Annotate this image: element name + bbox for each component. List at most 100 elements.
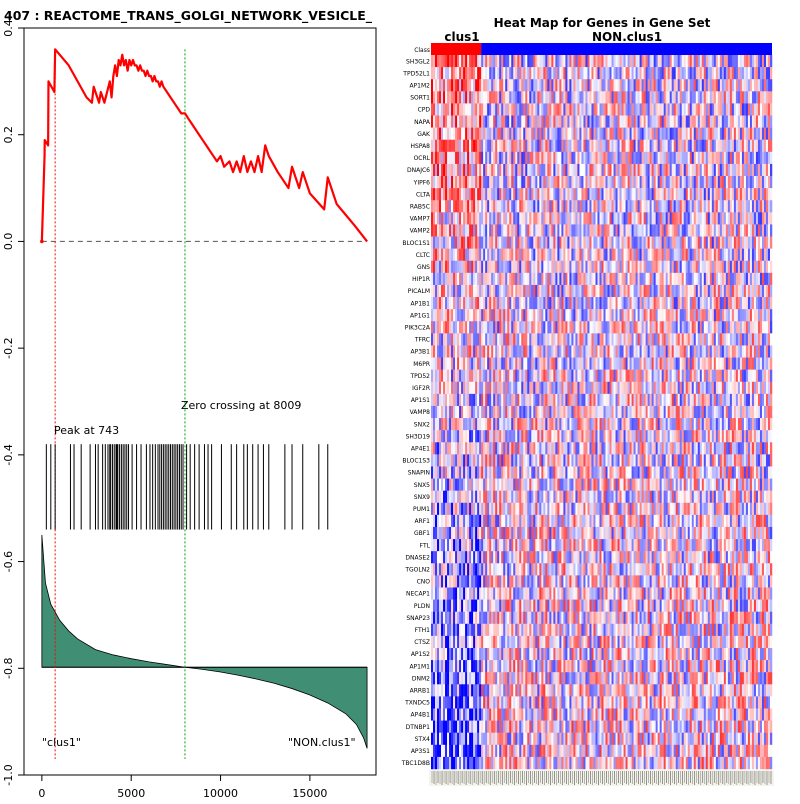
heatmap-cell bbox=[553, 600, 555, 612]
heatmap-cell bbox=[431, 708, 433, 720]
heatmap-cell bbox=[555, 309, 557, 321]
heatmap-cell bbox=[489, 479, 491, 491]
heatmap-cell bbox=[561, 612, 563, 624]
heatmap-cell bbox=[571, 188, 573, 200]
heatmap-cell bbox=[469, 370, 471, 382]
heatmap-cell bbox=[587, 503, 589, 515]
heatmap-cell bbox=[453, 79, 455, 91]
heatmap-cell bbox=[513, 696, 515, 708]
heatmap-cell bbox=[493, 418, 495, 430]
heatmap-cell bbox=[507, 128, 509, 140]
heatmap-cell bbox=[519, 358, 521, 370]
heatmap-cell bbox=[509, 285, 511, 297]
heatmap-cell bbox=[563, 128, 565, 140]
heatmap-cell bbox=[533, 551, 535, 563]
heatmap-cell bbox=[555, 152, 557, 164]
heatmap-cell bbox=[519, 660, 521, 672]
heatmap-cell bbox=[471, 91, 473, 103]
heatmap-cell bbox=[557, 345, 559, 357]
heatmap-cell bbox=[569, 491, 571, 503]
heatmap-cell bbox=[569, 696, 571, 708]
heatmap-cell bbox=[577, 479, 579, 491]
heatmap-cell bbox=[561, 140, 563, 152]
heatmap-cell bbox=[449, 466, 451, 478]
heatmap-cell bbox=[431, 491, 433, 503]
heatmap-cell bbox=[529, 67, 531, 79]
heatmap-cell bbox=[435, 479, 437, 491]
heatmap-cell bbox=[591, 708, 593, 720]
heatmap-cell bbox=[485, 491, 487, 503]
heatmap-cell bbox=[483, 466, 485, 478]
heatmap-cell bbox=[481, 140, 483, 152]
heatmap-cell bbox=[511, 515, 513, 527]
heatmap-cell bbox=[565, 394, 567, 406]
heatmap-cell bbox=[509, 140, 511, 152]
heatmap-cell bbox=[439, 563, 441, 575]
heatmap-cell bbox=[491, 515, 493, 527]
heatmap-cell bbox=[495, 527, 497, 539]
heatmap-cell bbox=[595, 261, 597, 273]
heatmap-cell bbox=[561, 321, 563, 333]
heatmap-cell bbox=[591, 563, 593, 575]
heatmap-cell bbox=[537, 745, 539, 757]
heatmap-cell bbox=[587, 587, 589, 599]
heatmap-cell bbox=[549, 575, 551, 587]
heatmap-cell bbox=[501, 708, 503, 720]
heatmap-cell bbox=[525, 648, 527, 660]
heatmap-cell bbox=[553, 563, 555, 575]
heatmap-cell bbox=[551, 672, 553, 684]
heatmap-cell bbox=[481, 745, 483, 757]
heatmap-cell bbox=[447, 297, 449, 309]
heatmap-cell bbox=[453, 479, 455, 491]
heatmap-cell bbox=[491, 55, 493, 67]
heatmap-cell bbox=[503, 563, 505, 575]
heatmap-cell bbox=[489, 128, 491, 140]
heatmap-cell bbox=[485, 696, 487, 708]
heatmap-cell bbox=[565, 587, 567, 599]
heatmap-cell bbox=[497, 273, 499, 285]
heatmap-cell bbox=[547, 563, 549, 575]
heatmap-cell bbox=[475, 454, 477, 466]
heatmap-cell bbox=[449, 297, 451, 309]
heatmap-cell bbox=[577, 345, 579, 357]
heatmap-cell bbox=[557, 382, 559, 394]
heatmap-cell bbox=[445, 358, 447, 370]
heatmap-cell bbox=[585, 696, 587, 708]
heatmap-cell bbox=[555, 587, 557, 599]
heatmap-cell bbox=[555, 757, 557, 769]
heatmap-cell bbox=[469, 479, 471, 491]
heatmap-cell bbox=[437, 563, 439, 575]
heatmap-cell bbox=[459, 116, 461, 128]
heatmap-cell bbox=[567, 212, 569, 224]
heatmap-cell bbox=[473, 55, 475, 67]
heatmap-cell bbox=[481, 358, 483, 370]
heatmap-cell bbox=[501, 600, 503, 612]
heatmap-cell bbox=[535, 684, 537, 696]
heatmap-cell bbox=[587, 660, 589, 672]
heatmap-cell bbox=[563, 200, 565, 212]
heatmap-cell bbox=[521, 721, 523, 733]
heatmap-cell bbox=[547, 370, 549, 382]
heatmap-cell bbox=[455, 297, 457, 309]
heatmap-cell bbox=[569, 176, 571, 188]
heatmap-cell bbox=[461, 309, 463, 321]
heatmap-cell bbox=[451, 297, 453, 309]
heatmap-cell bbox=[581, 116, 583, 128]
heatmap-cell bbox=[559, 721, 561, 733]
heatmap-cell bbox=[477, 406, 479, 418]
heatmap-cell bbox=[551, 587, 553, 599]
heatmap-cell bbox=[539, 406, 541, 418]
heatmap-cell bbox=[527, 55, 529, 67]
heatmap-cell bbox=[539, 721, 541, 733]
heatmap-cell bbox=[457, 491, 459, 503]
heatmap-cell bbox=[579, 527, 581, 539]
heatmap-cell bbox=[473, 660, 475, 672]
heatmap-cell bbox=[433, 309, 435, 321]
heatmap-cell bbox=[551, 696, 553, 708]
heatmap-cell bbox=[479, 551, 481, 563]
heatmap-cell bbox=[565, 684, 567, 696]
heatmap-cell bbox=[553, 660, 555, 672]
heatmap-cell bbox=[483, 273, 485, 285]
heatmap-cell bbox=[503, 285, 505, 297]
heatmap-cell bbox=[439, 430, 441, 442]
